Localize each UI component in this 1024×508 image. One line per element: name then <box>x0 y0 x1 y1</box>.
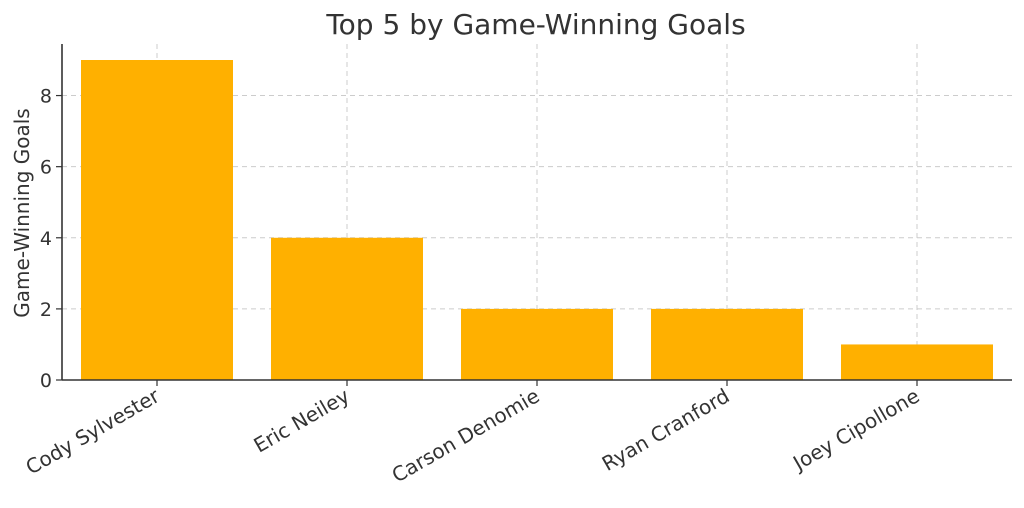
y-tick-label: 6 <box>40 157 52 179</box>
y-tick-label: 0 <box>40 370 52 392</box>
bar <box>271 237 423 380</box>
bar <box>81 60 233 380</box>
x-tick-label: Eric Neiley <box>249 383 353 457</box>
bar <box>461 308 613 380</box>
bar <box>841 344 993 380</box>
x-tick-label: Ryan Cranford <box>598 384 734 476</box>
y-tick-label: 4 <box>40 228 52 250</box>
x-tick-label: Joey Cipollone <box>787 384 923 476</box>
x-ticks: Cody Sylvester Eric Neiley Carson Denomie R… <box>22 380 924 487</box>
y-tick-label: 2 <box>40 299 52 321</box>
bar <box>651 308 803 380</box>
x-tick-label: Cody Sylvester <box>22 383 165 479</box>
y-tick-label: 8 <box>40 86 52 108</box>
y-ticks: 0 2 4 6 8 <box>40 86 62 392</box>
x-tick-label: Carson Denomie <box>388 384 544 488</box>
bars <box>81 60 993 380</box>
y-axis-label: Game-Winning Goals <box>10 108 34 317</box>
chart-title: Top 5 by Game-Winning Goals <box>325 8 745 41</box>
